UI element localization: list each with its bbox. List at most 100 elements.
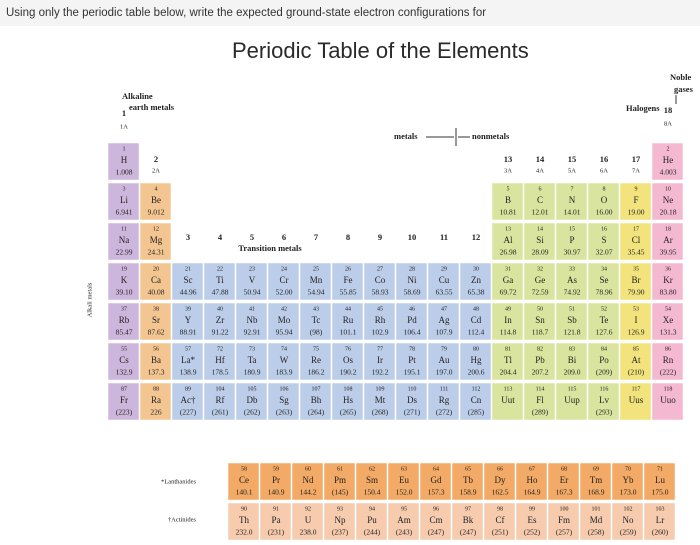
atomic-number: 102 xyxy=(624,506,633,512)
element-cell xyxy=(523,382,556,421)
atomic-number: 52 xyxy=(601,306,607,312)
element-cell xyxy=(491,222,524,261)
element-cell xyxy=(523,342,556,381)
element-symbol: Tc xyxy=(312,315,321,325)
atomic-number: 58 xyxy=(241,466,247,472)
element-cell xyxy=(139,222,172,261)
group-number: 3 xyxy=(186,232,190,242)
atomic-number: 8 xyxy=(603,186,606,192)
atomic-number: 56 xyxy=(153,346,159,352)
group-number: 14 xyxy=(536,154,545,164)
element-cell xyxy=(107,302,140,341)
element-symbol: O xyxy=(601,195,608,205)
atomic-number: 98 xyxy=(497,506,503,512)
atomic-mass: 4.003 xyxy=(660,168,677,177)
atomic-number: 95 xyxy=(401,506,407,512)
atomic-mass: 207.2 xyxy=(532,368,549,377)
element-symbol: Ne xyxy=(663,195,674,205)
atomic-mass: 152.0 xyxy=(396,488,413,497)
atomic-mass: 107.9 xyxy=(436,328,453,337)
element-symbol: Zn xyxy=(471,275,481,285)
element-cell xyxy=(331,262,364,301)
atomic-mass: 6.941 xyxy=(116,208,133,217)
atomic-mass: 101.1 xyxy=(340,328,357,337)
alkali-metals-label: Alkali metals xyxy=(86,282,93,317)
element-cell xyxy=(259,462,292,501)
atomic-mass: 39.10 xyxy=(116,288,133,297)
element-symbol: Yb xyxy=(623,475,634,485)
element-symbol: Pm xyxy=(334,475,346,485)
atomic-mass: 65.38 xyxy=(468,288,485,297)
element-cell xyxy=(427,382,460,421)
element-cell xyxy=(523,182,556,221)
atomic-number: 46 xyxy=(409,306,415,312)
group-number: 1 xyxy=(122,108,126,118)
atomic-number: 84 xyxy=(601,346,607,352)
element-cell xyxy=(483,502,516,541)
element-symbol: Sn xyxy=(535,315,545,325)
atomic-mass: 50.94 xyxy=(244,288,261,297)
atomic-number: 86 xyxy=(665,346,671,352)
atomic-number: 116 xyxy=(600,386,609,392)
element-symbol: Md xyxy=(590,515,603,525)
atomic-number: 79 xyxy=(441,346,447,352)
atomic-mass: 55.85 xyxy=(340,288,357,297)
atomic-mass: 114.8 xyxy=(500,328,517,337)
element-symbol: Hf xyxy=(215,355,225,365)
atomic-number: 25 xyxy=(313,266,319,272)
element-symbol: Nd xyxy=(303,475,314,485)
atomic-mass: 69.72 xyxy=(500,288,517,297)
element-cell xyxy=(323,502,356,541)
atomic-number: 41 xyxy=(249,306,255,312)
element-symbol: Mg xyxy=(150,235,163,245)
element-symbol: Mt xyxy=(375,395,386,405)
alkaline-earth-label: Alkaline xyxy=(122,91,153,101)
element-symbol: Ni xyxy=(408,275,417,285)
atomic-mass: 138.9 xyxy=(180,368,197,377)
atomic-number: 60 xyxy=(305,466,311,472)
element-cell xyxy=(171,262,204,301)
atomic-number: 65 xyxy=(465,466,471,472)
atomic-number: 97 xyxy=(465,506,471,512)
element-cell xyxy=(107,382,140,421)
atomic-number: 30 xyxy=(473,266,479,272)
atomic-mass: (145) xyxy=(332,488,349,497)
atomic-mass: 164.9 xyxy=(524,488,541,497)
atomic-number: 59 xyxy=(273,466,279,472)
element-cell xyxy=(459,262,492,301)
atomic-mass: 63.55 xyxy=(436,288,453,297)
atomic-number: 99 xyxy=(529,506,535,512)
atomic-number: 108 xyxy=(344,386,353,392)
element-cell xyxy=(555,222,588,261)
atomic-number: 11 xyxy=(121,226,127,232)
element-symbol: Po xyxy=(599,355,609,365)
element-cell xyxy=(459,382,492,421)
element-symbol: Uus xyxy=(629,395,644,405)
atomic-mass: (243) xyxy=(396,528,413,537)
atomic-mass: 74.92 xyxy=(564,288,581,297)
atomic-mass: 35.45 xyxy=(628,248,645,257)
atomic-mass: 14.01 xyxy=(564,208,581,217)
element-symbol: Sb xyxy=(567,315,577,325)
element-cell xyxy=(363,342,396,381)
group-number: 13 xyxy=(504,154,513,164)
atomic-mass: 140.1 xyxy=(236,488,253,497)
element-symbol: Cf xyxy=(496,515,505,525)
group-number: 18 xyxy=(664,105,673,115)
element-symbol: Br xyxy=(632,275,641,285)
atomic-number: 2 xyxy=(667,146,670,152)
group-family: 2A xyxy=(152,167,160,174)
noble-gases-label: gases xyxy=(674,84,694,94)
atomic-number: 24 xyxy=(281,266,287,272)
atomic-mass: 20.18 xyxy=(660,208,677,217)
atomic-number: 13 xyxy=(505,226,511,232)
atomic-number: 22 xyxy=(217,266,223,272)
element-cell xyxy=(363,382,396,421)
element-cell xyxy=(587,182,620,221)
element-symbol: P xyxy=(569,235,574,245)
element-cell xyxy=(491,382,524,421)
alkaline-earth-label: earth metals xyxy=(129,102,175,112)
atomic-number: 90 xyxy=(241,506,247,512)
atomic-mass: 238.0 xyxy=(300,528,317,537)
element-cell xyxy=(579,502,612,541)
